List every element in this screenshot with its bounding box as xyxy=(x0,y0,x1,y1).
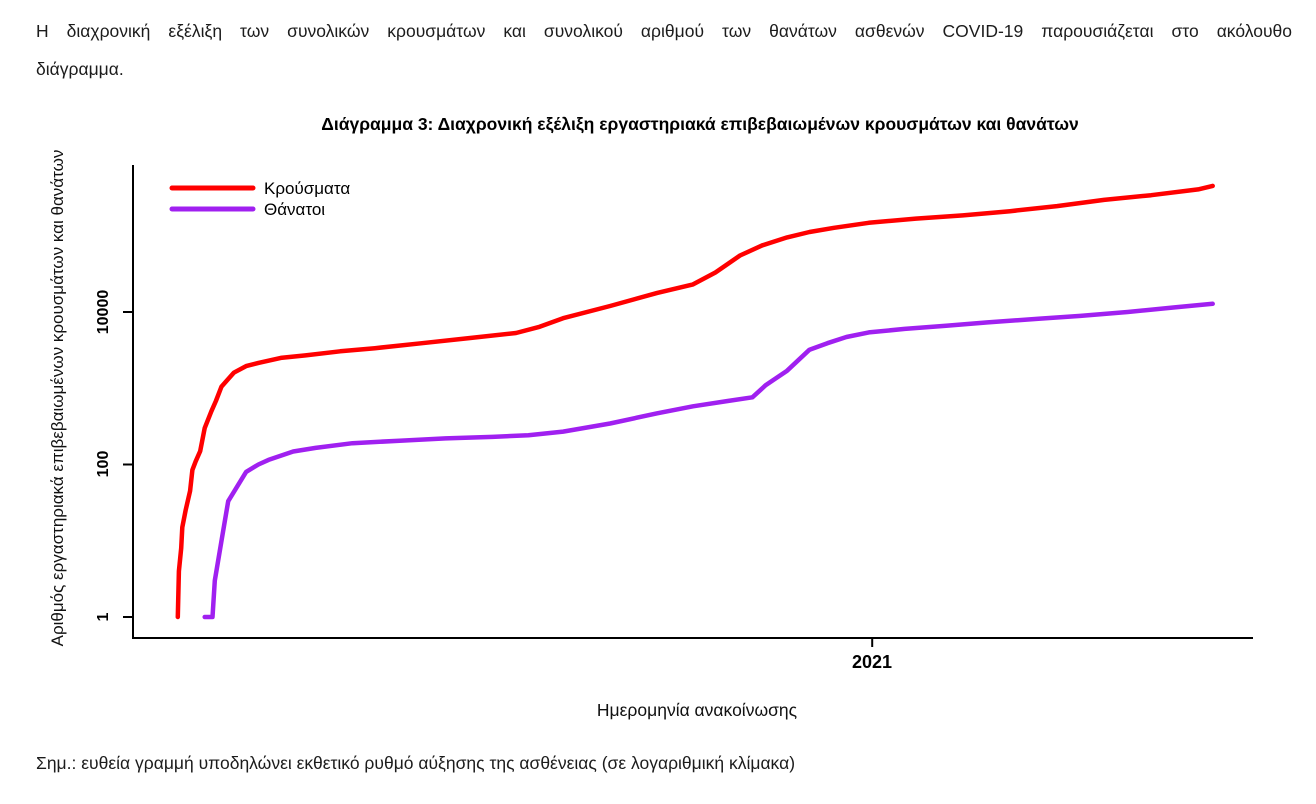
x-axis-title: Ημερομηνία ανακοίνωσης xyxy=(596,700,798,720)
y-axis-title: Αριθμός εργαστηριακά επιβεβαιωμένων κρου… xyxy=(48,149,67,647)
legend-label-cases: Κρούσματα xyxy=(264,179,351,198)
intro-paragraph: Η διαχρονική εξέλιξη των συνολικών κρουσ… xyxy=(36,12,1292,88)
chart-title: Διάγραμμα 3: Διαχρονική εξέλιξη εργαστηρ… xyxy=(321,114,1079,134)
y-tick-label-100: 100 xyxy=(95,450,112,478)
deaths-line xyxy=(202,301,1215,620)
intro-line-1: Η διαχρονική εξέλιξη των συνολικών κρουσ… xyxy=(36,21,1292,41)
x-tick-label-2021: 2021 xyxy=(851,652,893,672)
legend-label-deaths: Θάνατοι xyxy=(264,200,326,219)
footnote: Σημ.: ευθεία γραμμή υποδηλώνει εκθετικό … xyxy=(36,753,796,773)
intro-line-2: διάγραμμα. xyxy=(36,59,124,79)
cases-line xyxy=(175,183,1215,620)
y-tick-label-10000: 10000 xyxy=(95,289,112,335)
y-tick-label-1: 1 xyxy=(95,612,112,622)
